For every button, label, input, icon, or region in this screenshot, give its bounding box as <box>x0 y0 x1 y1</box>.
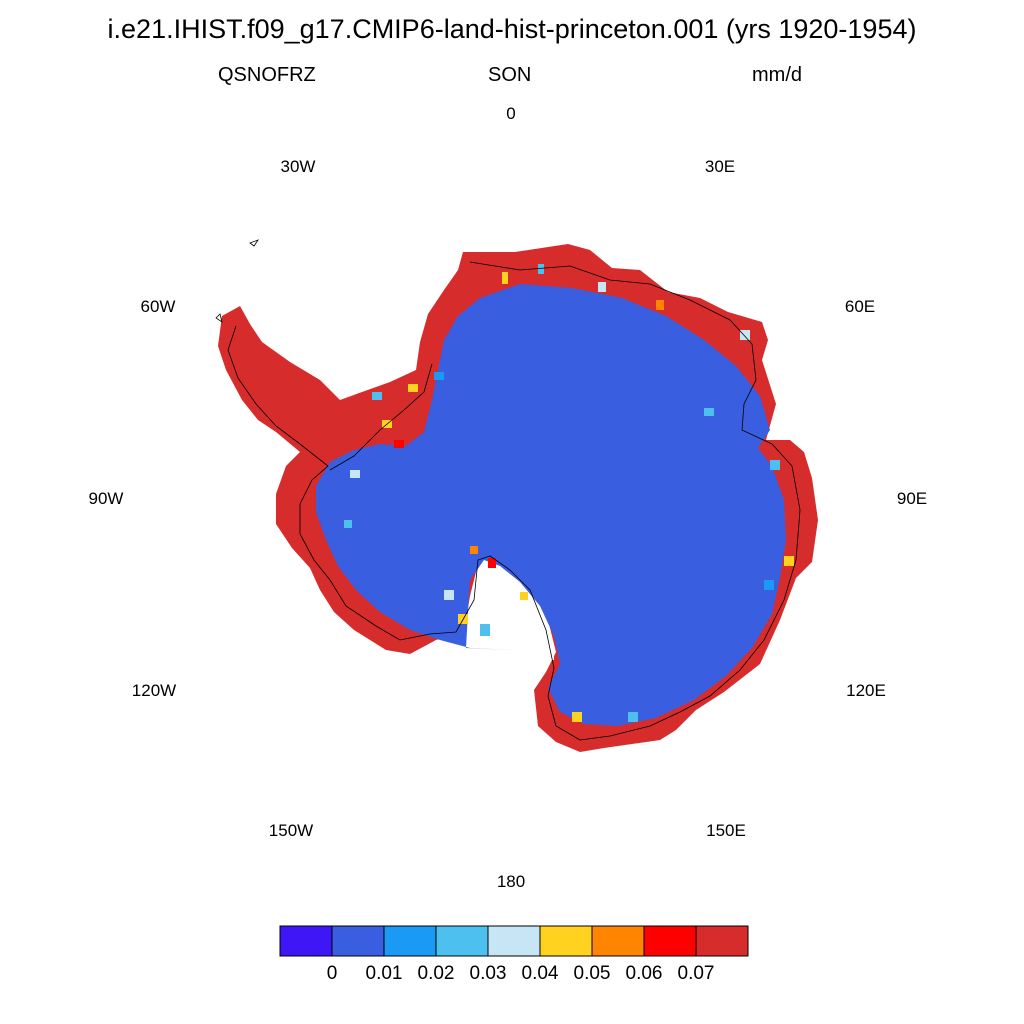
colorbar-tick-label: 0.07 <box>677 963 715 984</box>
lon-label-30w: 30W <box>280 157 316 176</box>
colorbar-tick-label: 0.01 <box>365 963 403 984</box>
colorbar-tick-label: 0.04 <box>521 963 559 984</box>
coastline <box>227 261 801 741</box>
colorbar-swatch <box>279 925 333 957</box>
coastal-pixels <box>344 264 794 722</box>
lon-label-120e: 120E <box>846 681 886 700</box>
lon-label-90w: 90W <box>88 489 124 508</box>
colorbar-swatch <box>539 925 593 957</box>
lon-label-90e: 90E <box>896 489 928 508</box>
units-label: mm/d <box>752 64 802 86</box>
colorbar-swatch <box>383 925 437 957</box>
colorbar-swatch <box>591 925 645 957</box>
colorbar-swatch <box>695 925 749 957</box>
peninsula-outline <box>329 363 433 471</box>
lon-label-120w: 120W <box>131 681 177 700</box>
colorbar-tick-label: 0.06 <box>625 963 663 984</box>
lon-label-150e: 150E <box>706 821 746 840</box>
map-title: i.e21.IHIST.f09_g17.CMIP6-land-hist-prin… <box>107 14 917 44</box>
colorbar-swatch <box>435 925 489 957</box>
lon-label-0: 0 <box>506 104 516 123</box>
lon-label-150w: 150W <box>268 821 314 840</box>
colorbar-tick-label: 0.03 <box>469 963 507 984</box>
island-outline-2 <box>215 313 223 323</box>
colorbar <box>279 925 749 957</box>
season-label: SON <box>488 64 532 86</box>
colorbar-tick-label: 0 <box>326 963 338 984</box>
lon-label-180: 180 <box>496 872 526 891</box>
variable-label: QSNOFRZ <box>218 64 316 86</box>
interior-region <box>316 284 786 726</box>
lon-label-60w: 60W <box>140 297 176 316</box>
colorbar-swatch <box>331 925 385 957</box>
lon-label-30e: 30E <box>704 157 736 176</box>
colorbar-tick-label: 0.02 <box>417 963 455 984</box>
colorbar-tick-label: 0.05 <box>573 963 611 984</box>
island-outline <box>249 239 260 247</box>
colorbar-swatch <box>643 925 697 957</box>
lon-label-60e: 60E <box>844 297 876 316</box>
colorbar-swatch <box>487 925 541 957</box>
